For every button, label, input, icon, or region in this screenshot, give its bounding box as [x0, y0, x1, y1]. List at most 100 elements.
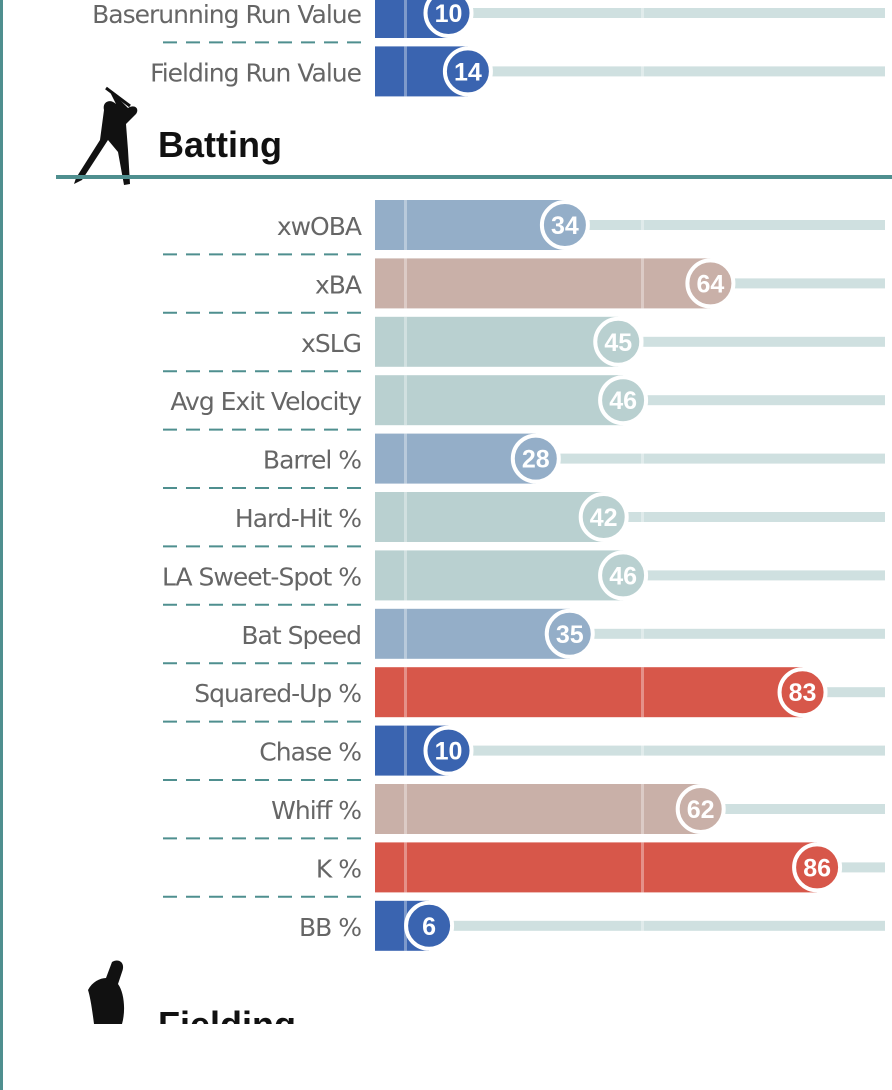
percentile-bar: [375, 258, 711, 309]
percentile-chart: 10 Baserunning Run Value 14 Fielding Run Va…: [56, 0, 892, 1024]
metric-label: Whiff %: [271, 796, 361, 825]
tick-0: [404, 842, 407, 893]
row-bb-: 6 BB %: [163, 895, 885, 951]
fielder-silhouette-icon: [88, 960, 125, 1024]
tick-0: [404, 433, 407, 484]
track-bar: [623, 570, 885, 581]
tick-50: [641, 492, 644, 542]
tick-0: [404, 375, 407, 426]
section-fielding: Fielding: [88, 960, 296, 1024]
value-label: 35: [556, 621, 584, 649]
percentile-bar: [375, 316, 619, 367]
tick-50: [641, 200, 644, 250]
value-circle: [598, 550, 649, 601]
row-whiff-: 62 Whiff %: [163, 779, 885, 834]
row-baserunning-run-value: 10 Baserunning Run Value: [92, 0, 885, 38]
tick-0: [404, 784, 407, 834]
tick-50: [641, 433, 644, 484]
metric-label: xSLG: [301, 329, 361, 358]
track-bar: [618, 336, 885, 347]
row-avg-exit-velocity: 46 Avg Exit Velocity: [163, 370, 885, 426]
row-barrel-: 28 Barrel %: [163, 428, 885, 484]
metric-label: Hard-Hit %: [235, 504, 361, 533]
tick-0: [404, 667, 407, 718]
metric-label: xwOBA: [277, 212, 362, 241]
tick-50: [641, 608, 644, 659]
tick-50: [641, 725, 644, 776]
metric-label: BB %: [299, 913, 361, 942]
batter-silhouette-icon: [74, 86, 138, 185]
value-circle: [539, 200, 590, 250]
percentile-bar: [375, 492, 604, 542]
track-bar: [817, 862, 885, 873]
tick-0: [404, 200, 407, 250]
value-label: 46: [609, 387, 637, 415]
track-bar: [564, 220, 885, 230]
metric-label: xBA: [315, 270, 362, 299]
value-circle: [685, 258, 736, 309]
tick-50: [641, 784, 644, 834]
percentile-bar: [375, 433, 536, 484]
value-label: 64: [696, 270, 724, 298]
value-label: 10: [435, 0, 463, 28]
metric-label: LA Sweet-Spot %: [162, 562, 361, 591]
value-label: 34: [551, 212, 579, 240]
fielder-silhouette-icon-shape: [88, 960, 125, 1024]
value-circle: [777, 667, 828, 718]
value-label: 46: [609, 562, 637, 590]
tick-0: [404, 608, 407, 659]
tick-50: [641, 842, 644, 893]
track-bar: [623, 395, 885, 406]
tick-0: [404, 258, 407, 309]
tick-0: [404, 492, 407, 542]
section-title: Fielding: [158, 1004, 296, 1024]
percentile-bar: [375, 550, 624, 601]
percentile-bar: [375, 667, 803, 718]
row-squared-up-: 83 Squared-Up %: [163, 662, 885, 718]
metric-label: Baserunning Run Value: [92, 0, 361, 29]
section-top: 10 Baserunning Run Value 14 Fielding Run Va…: [92, 0, 885, 97]
value-label: 62: [687, 796, 715, 824]
value-label: 45: [604, 329, 632, 357]
tick-50: [641, 46, 644, 97]
track-bar: [429, 920, 885, 931]
tick-0: [404, 725, 407, 776]
section-divider: [56, 175, 892, 179]
value-circle: [598, 375, 649, 426]
panel-border: [0, 0, 3, 1090]
row-k-: 86 K %: [163, 837, 885, 893]
row-fielding-run-value: 14 Fielding Run Value: [150, 41, 885, 97]
tick-0: [404, 550, 407, 601]
row-xba: 64 xBA: [163, 253, 885, 309]
tick-0: [404, 0, 407, 38]
row-xslg: 45 xSLG: [163, 311, 885, 367]
tick-0: [404, 316, 407, 367]
value-circle: [578, 492, 629, 542]
percentile-bar: [375, 784, 701, 834]
batter-silhouette-icon-shape: [74, 88, 138, 185]
metric-label: Squared-Up %: [194, 679, 361, 708]
row-la-sweet-spot-: 46 LA Sweet-Spot %: [162, 545, 885, 601]
track-bar: [710, 278, 885, 289]
tick-50: [641, 0, 644, 38]
value-circle: [510, 433, 561, 484]
value-label: 86: [803, 854, 831, 882]
row-bat-speed: 35 Bat Speed: [163, 603, 885, 659]
bat-icon: [105, 86, 131, 108]
metric-label: K %: [316, 854, 361, 883]
value-label: 14: [454, 58, 482, 86]
value-circle: [792, 842, 843, 893]
percentile-bar: [375, 375, 624, 426]
metric-label: Bat Speed: [241, 621, 361, 650]
metric-label: Barrel %: [263, 446, 361, 475]
value-label: 10: [435, 738, 463, 766]
value-circle: [423, 0, 474, 38]
metric-label: Avg Exit Velocity: [170, 387, 362, 416]
value-circle: [404, 900, 455, 951]
value-label: 83: [789, 679, 817, 707]
track-bar: [448, 745, 885, 756]
value-label: 28: [522, 446, 550, 474]
row-hard-hit-: 42 Hard-Hit %: [163, 487, 885, 542]
metric-label: Fielding Run Value: [150, 58, 361, 87]
row-xwoba: 34 xwOBA: [277, 200, 885, 250]
